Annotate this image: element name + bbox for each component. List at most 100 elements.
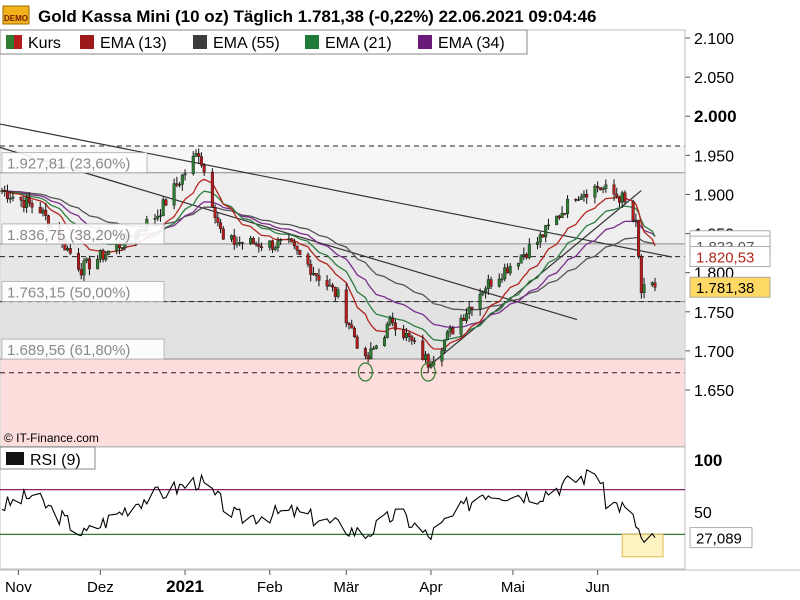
fib-label-box bbox=[1, 223, 165, 245]
ema55-line bbox=[2, 190, 656, 311]
legend-swatch-down bbox=[14, 35, 22, 49]
candle-body bbox=[601, 188, 605, 190]
candle-body bbox=[221, 228, 225, 240]
candle-body bbox=[555, 215, 559, 226]
candle-body bbox=[464, 313, 468, 321]
candle-body bbox=[440, 350, 444, 362]
x-tick-label: Mai bbox=[501, 579, 525, 596]
rsi-axis: 100 50 27,089 bbox=[689, 451, 753, 549]
candle-body bbox=[383, 337, 387, 347]
candle-body bbox=[66, 248, 70, 251]
candle-body bbox=[183, 173, 187, 176]
candle-body bbox=[560, 212, 564, 219]
candle-body bbox=[596, 185, 600, 188]
candle-body bbox=[546, 224, 550, 227]
candle-body bbox=[153, 218, 157, 220]
candle-body bbox=[232, 235, 236, 245]
candle-body bbox=[620, 192, 624, 203]
candle-body bbox=[579, 196, 583, 200]
candle-body bbox=[355, 336, 359, 349]
candle-body bbox=[566, 198, 570, 215]
candle-body bbox=[612, 184, 616, 195]
candle-body bbox=[156, 215, 160, 219]
demo-logo bbox=[2, 5, 30, 25]
legend-label: Kurs bbox=[28, 35, 61, 52]
candle-body bbox=[634, 219, 638, 222]
fib-label-box bbox=[1, 338, 165, 360]
low-circle bbox=[357, 362, 373, 382]
candle-body bbox=[374, 345, 378, 349]
legend-swatch-up bbox=[6, 35, 14, 49]
candle-body bbox=[219, 222, 223, 230]
candle-body bbox=[325, 280, 329, 287]
y-tick-label: 1.700 bbox=[694, 344, 734, 361]
y-tick-label: 1.900 bbox=[694, 187, 734, 204]
candle-body bbox=[576, 199, 580, 201]
candle-body bbox=[410, 336, 414, 341]
candle-body bbox=[202, 165, 206, 173]
candle-body bbox=[519, 255, 523, 264]
candle-body bbox=[5, 190, 9, 199]
rsi-legend-label: RSI (9) bbox=[30, 452, 81, 469]
rsi-value-label: 27,089 bbox=[696, 531, 742, 548]
candle-body bbox=[213, 206, 217, 218]
x-axis: Nov Dez 2021 Feb Mär Apr Mai Jun bbox=[0, 569, 800, 596]
fib-label: 1.689,56 (61,80%) bbox=[7, 342, 130, 359]
x-tick-label: Apr bbox=[419, 579, 442, 596]
candle-body bbox=[257, 243, 261, 248]
candle-body bbox=[593, 185, 597, 198]
legend-swatch bbox=[193, 35, 207, 49]
candle-body bbox=[527, 244, 531, 258]
rsi-line bbox=[1, 468, 664, 558]
candle-body bbox=[287, 238, 291, 240]
x-tick-label: Feb bbox=[257, 579, 283, 596]
candle-body bbox=[574, 198, 578, 201]
rsi-legend-swatch bbox=[6, 452, 24, 465]
credit-text: © IT-Finance.com bbox=[4, 431, 99, 445]
candle-body bbox=[328, 284, 332, 287]
candle-body bbox=[459, 317, 463, 335]
candle-body bbox=[270, 240, 274, 250]
y-tick-label: 1.750 bbox=[694, 305, 734, 322]
trendline-upper bbox=[0, 123, 673, 258]
candle-body bbox=[585, 194, 589, 198]
price-axis: 2.1002.0502.0001.9501.9001.8501.8001.750… bbox=[684, 30, 737, 569]
candle-body bbox=[96, 259, 100, 270]
fib-label: 1.927,81 (23,60%) bbox=[7, 156, 130, 173]
candle-body bbox=[541, 234, 545, 238]
x-tick-label: 2021 bbox=[166, 577, 204, 596]
candle-body bbox=[85, 258, 89, 262]
candle-body bbox=[178, 184, 182, 186]
candle-body bbox=[486, 279, 490, 290]
legend-kurs: Kurs bbox=[6, 35, 61, 52]
candle-body bbox=[516, 263, 520, 267]
candle-body bbox=[87, 258, 91, 270]
support-zone bbox=[1, 359, 684, 446]
price-badge-box bbox=[689, 246, 771, 268]
low-markers bbox=[357, 362, 436, 382]
candle-body bbox=[22, 200, 26, 208]
price-badges: 1.840,741.833,971.820,531.781,38 bbox=[689, 230, 771, 298]
candle-body bbox=[25, 197, 29, 208]
candle-body bbox=[68, 248, 72, 254]
legend-swatch bbox=[418, 35, 432, 49]
x-tick-label: Nov bbox=[5, 579, 32, 596]
legend-swatch bbox=[80, 35, 94, 49]
candle-body bbox=[41, 209, 45, 214]
y-tick-label: 2.050 bbox=[694, 70, 734, 87]
rsi-series-line bbox=[1, 468, 656, 544]
candle-body bbox=[369, 348, 373, 360]
x-tick-label: Mär bbox=[333, 579, 359, 596]
candle-body bbox=[503, 267, 507, 280]
candle-body bbox=[19, 196, 23, 201]
low-circle bbox=[420, 362, 436, 382]
candle-body bbox=[290, 238, 294, 243]
candle-body bbox=[79, 269, 83, 276]
candle-body bbox=[407, 333, 411, 337]
legend-label: EMA (55) bbox=[213, 35, 280, 52]
candle-body bbox=[180, 174, 184, 185]
price-badge-box bbox=[689, 276, 771, 298]
candle-body bbox=[197, 153, 201, 157]
candle-body bbox=[637, 219, 641, 257]
